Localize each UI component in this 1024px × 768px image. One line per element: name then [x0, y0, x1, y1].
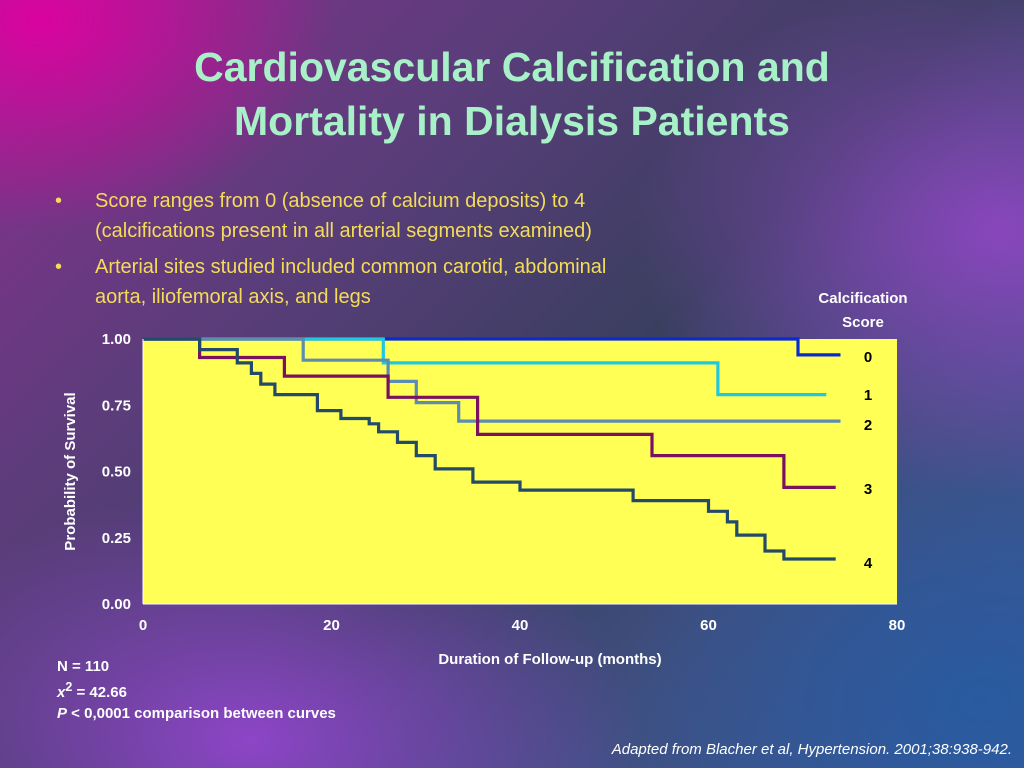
p-value: P < 0,0001 comparison between curves	[57, 703, 336, 724]
bullet-text-line1: Arterial sites studied included common c…	[95, 256, 607, 278]
x-tick-label: 80	[889, 617, 906, 634]
legend-label-score-2: 2	[864, 417, 872, 434]
bullet-text-line2: aorta, iliofemoral axis, and legs	[95, 286, 371, 308]
series-line-score-4	[143, 337, 836, 561]
x-tick-label: 40	[512, 617, 529, 634]
series-layer	[143, 337, 841, 561]
tick-layer: 0 20 40 60 800.000.250.500.751.00	[102, 331, 906, 634]
chi-square-stat: x2 = 42.66	[57, 677, 336, 703]
legend-label-score-0: 0	[864, 349, 872, 366]
legend-title-line1: Calcification	[818, 290, 908, 307]
p-text: < 0,0001 comparison between curves	[67, 705, 336, 722]
legend-title: Calcification Score	[800, 287, 926, 335]
bullet-marker: •	[55, 190, 63, 212]
y-axis-title: Probability of Survival	[62, 392, 79, 550]
x-tick-label: 60	[700, 617, 717, 634]
x-tick-label: 20	[323, 617, 340, 634]
slide-title-line2: Mortality in Dialysis Patients	[234, 98, 790, 144]
legend-layer: 0 1 2 3 4	[864, 349, 873, 572]
footnote: N = 110 x2 = 42.66 P < 0,0001 comparison…	[57, 656, 336, 724]
y-tick-label: 0.00	[102, 596, 131, 613]
bullet-text-line1: Score ranges from 0 (absence of calcium …	[95, 190, 586, 212]
series-line-score-1	[143, 337, 827, 397]
bullet-item: • Score ranges from 0 (absence of calciu…	[55, 186, 735, 246]
series-line-score-2	[143, 337, 841, 423]
x-axis-title: Duration of Follow-up (months)	[438, 651, 661, 668]
bullet-list: • Score ranges from 0 (absence of calciu…	[55, 186, 735, 318]
bullet-marker: •	[55, 256, 63, 278]
legend-label-score-4: 4	[864, 555, 873, 572]
y-tick-label: 0.50	[102, 464, 131, 481]
p-symbol: P	[57, 705, 68, 722]
bullet-text-line2: (calcifications present in all arterial …	[95, 220, 592, 242]
bullet-item: • Arterial sites studied included common…	[55, 252, 735, 312]
y-tick-label: 1.00	[102, 331, 131, 348]
x-tick-label: 0	[139, 617, 147, 634]
slide-title-line1: Cardiovascular Calcification and	[194, 44, 830, 90]
legend-label-score-3: 3	[864, 481, 872, 498]
y-tick-label: 0.75	[102, 397, 131, 414]
series-line-score-0	[143, 337, 841, 357]
slide-title: Cardiovascular Calcification and Mortali…	[0, 40, 1024, 148]
chi-superscript: 2	[65, 680, 73, 694]
chi-symbol: x	[57, 684, 66, 701]
sample-size: N = 110	[57, 658, 110, 675]
series-line-score-3	[143, 337, 836, 489]
citation: Adapted from Blacher et al, Hypertension…	[611, 741, 1012, 758]
y-tick-label: 0.25	[102, 530, 131, 547]
legend-label-score-1: 1	[864, 387, 872, 404]
legend-title-line2: Score	[842, 314, 884, 331]
chi-value: = 42.66	[72, 684, 127, 701]
